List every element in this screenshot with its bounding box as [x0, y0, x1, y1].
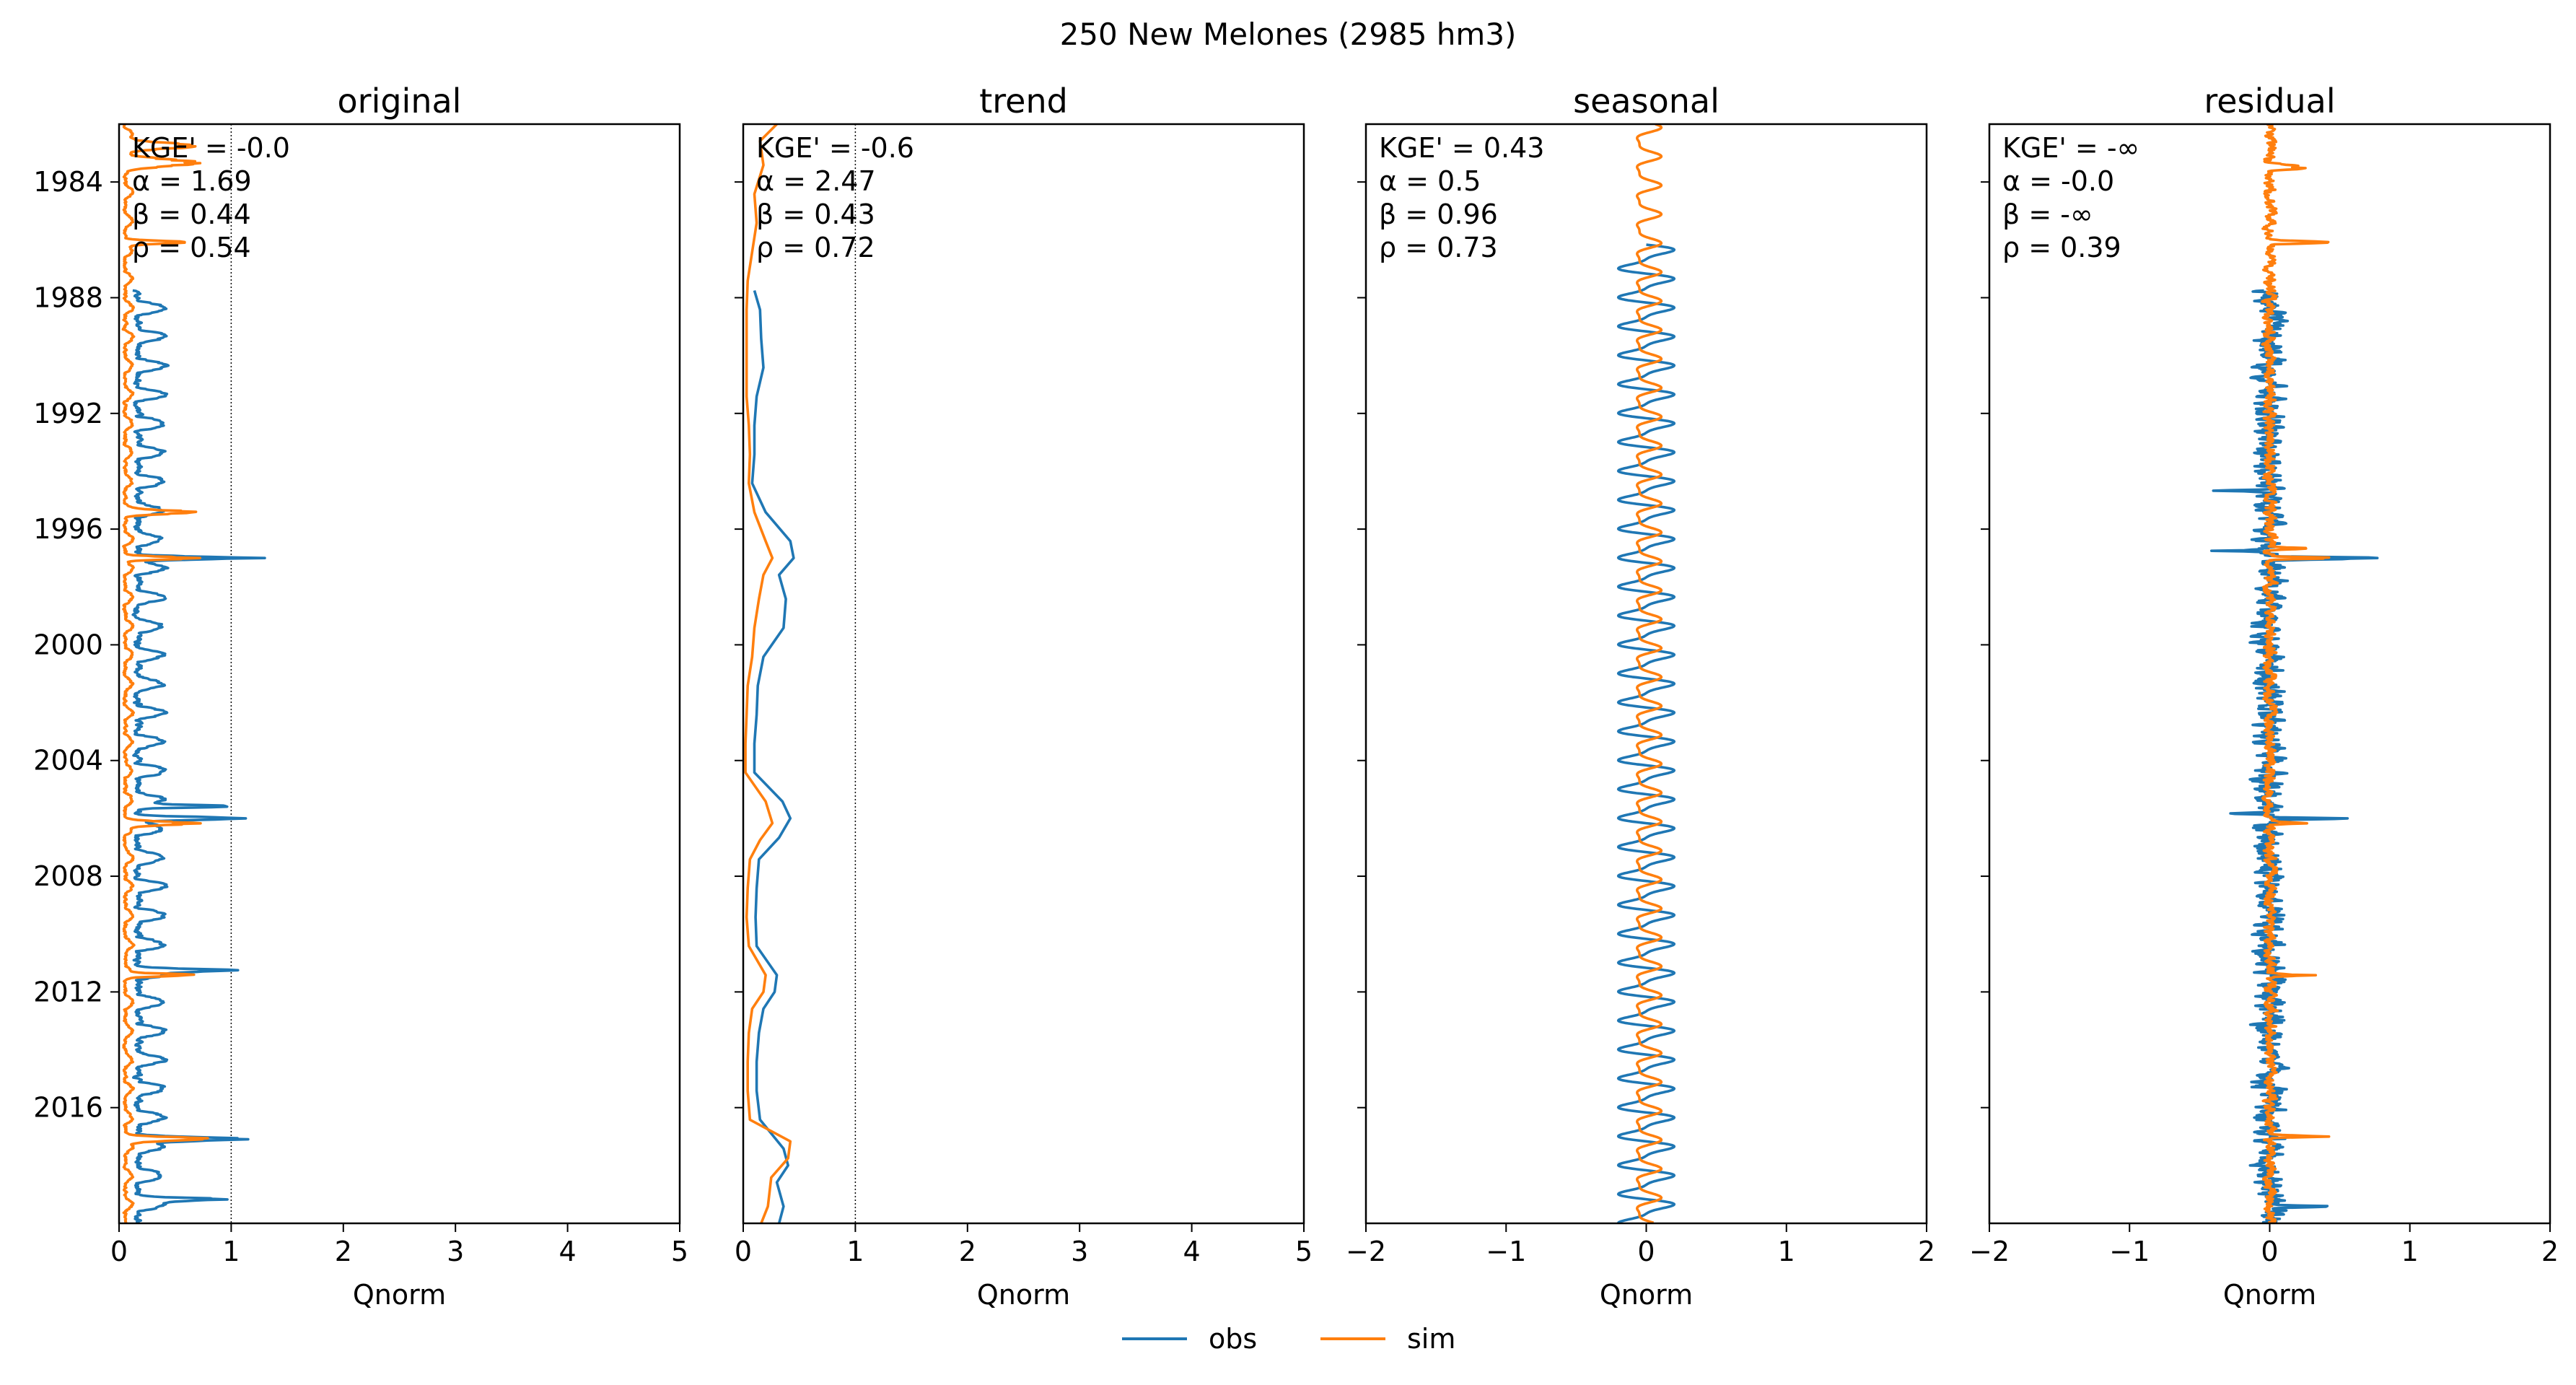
x-tick-label: 1	[2401, 1236, 2419, 1267]
x-axis-label: Qnorm	[353, 1279, 446, 1311]
y-tick-label: 1984	[33, 166, 103, 198]
x-tick-label: 0	[1637, 1236, 1655, 1267]
stat-annotation: KGE' = -∞	[2002, 132, 2139, 164]
axes-frame	[742, 123, 1305, 1225]
x-tick-label: 4	[559, 1236, 577, 1267]
x-tick-label: 4	[1183, 1236, 1201, 1267]
series-group	[2210, 124, 2379, 1223]
y-tick-label: 1988	[33, 281, 103, 313]
stat-annotation: α = 0.5	[1379, 165, 1481, 197]
x-tick-label: 0	[735, 1236, 752, 1267]
x-tick-label: 3	[447, 1236, 464, 1267]
stat-annotation: α = -0.0	[2002, 165, 2114, 197]
x-tick-label: −2	[1969, 1236, 2010, 1267]
x-tick-label: −2	[1346, 1236, 1386, 1267]
x-tick-label: 0	[2261, 1236, 2278, 1267]
figure-title: 250 New Melones (2985 hm3)	[1060, 17, 1517, 52]
stat-annotation: ρ = 0.72	[756, 232, 875, 263]
x-tick-label: 5	[1295, 1236, 1313, 1267]
series-sim-line	[2261, 124, 2331, 1223]
x-tick-label: 1	[846, 1236, 864, 1267]
stat-annotation: ρ = 0.73	[1379, 232, 1498, 263]
series-sim-line	[121, 124, 209, 1223]
stat-annotation: β = 0.96	[1379, 198, 1498, 230]
panel-residual: residual −2 −1 0 1 2 Qnorm KGE' = -∞α = -0.0β =…	[1969, 82, 2559, 1311]
series-obs-line	[131, 289, 266, 1223]
series-sim-line	[744, 124, 792, 1223]
y-tick-label: 2000	[33, 629, 103, 660]
x-axis-label: Qnorm	[1600, 1279, 1693, 1311]
x-tick-label: 0	[110, 1236, 128, 1267]
stat-annotation: ρ = 0.39	[2002, 232, 2121, 263]
axes-frame	[118, 123, 681, 1225]
x-tick-label: 2	[959, 1236, 976, 1267]
panel-title-residual: residual	[2204, 82, 2335, 121]
y-tick-label: 2008	[33, 860, 103, 892]
legend: obs sim	[1122, 1323, 1455, 1355]
y-tick-label: 2012	[33, 976, 103, 1008]
x-tick-label: 5	[671, 1236, 688, 1267]
series-group	[121, 124, 266, 1223]
y-tick-label: 1996	[33, 513, 103, 545]
x-tick-label: 1	[222, 1236, 240, 1267]
y-tick-label: 2016	[33, 1092, 103, 1124]
x-axis-label: Qnorm	[2223, 1279, 2316, 1311]
stat-annotation: KGE' = 0.43	[1379, 132, 1544, 164]
x-tick-label: 1	[1778, 1236, 1795, 1267]
stat-annotation: α = 1.69	[132, 165, 252, 197]
y-tick-label: 1992	[33, 398, 103, 429]
series-group	[744, 124, 795, 1223]
stat-annotation: ρ = 0.54	[132, 232, 251, 263]
x-tick-label: 2	[335, 1236, 352, 1267]
y-tick-label: 2004	[33, 745, 103, 777]
panel-original: original 0 1 2 3 4 5 Qnorm 1984 1988 1992 1996 2000 2…	[33, 82, 688, 1311]
x-tick-label: 3	[1071, 1236, 1088, 1267]
x-tick-label: −1	[1486, 1236, 1526, 1267]
legend-sim-label: sim	[1407, 1323, 1455, 1355]
series-obs-line	[1616, 243, 1676, 1223]
x-tick-label: −1	[2109, 1236, 2150, 1267]
panel-title-trend: trend	[979, 82, 1068, 121]
series-obs-line	[750, 289, 795, 1223]
stat-annotation: β = 0.43	[756, 198, 875, 230]
panel-trend: trend 0 1 2 3 4 5 Qnorm KGE' = -0.6α = 2.47β = 0…	[735, 82, 1313, 1311]
stat-annotation: KGE' = -0.6	[756, 132, 914, 164]
x-tick-label: 2	[1918, 1236, 1935, 1267]
panel-title-seasonal: seasonal	[1573, 82, 1719, 121]
panel-seasonal: seasonal −2 −1 0 1 2 Qnorm KGE' = 0.43α = 0.5β …	[1346, 82, 1935, 1311]
stat-annotation: α = 2.47	[756, 165, 876, 197]
legend-obs-label: obs	[1209, 1323, 1257, 1355]
x-tick-label: 2	[2541, 1236, 2559, 1267]
series-sim-line	[1636, 124, 1663, 1223]
series-group	[1616, 124, 1676, 1223]
panel-title-original: original	[338, 82, 462, 121]
x-axis-label: Qnorm	[977, 1279, 1070, 1311]
stat-annotation: KGE' = -0.0	[132, 132, 290, 164]
stat-annotation: β = -∞	[2002, 198, 2093, 230]
stat-annotation: β = 0.44	[132, 198, 251, 230]
